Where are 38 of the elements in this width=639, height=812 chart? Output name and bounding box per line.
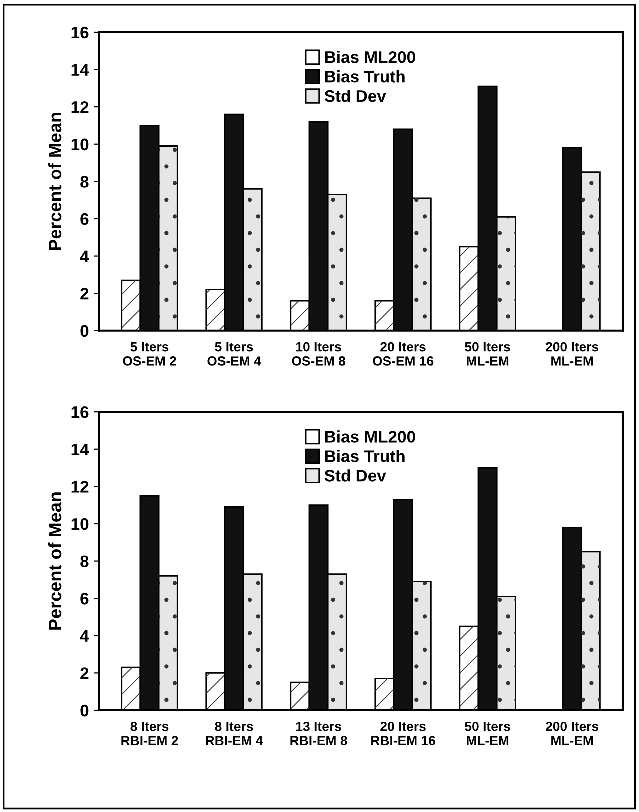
y-tick-label: 2	[80, 668, 89, 680]
legend-label: Std Dev	[324, 470, 386, 482]
legend-label: Std Dev	[324, 90, 386, 102]
y-axis-title: Percent of Mean	[48, 492, 62, 630]
y-tick-label: 4	[80, 630, 90, 642]
y-tick-label: 12	[72, 481, 89, 493]
x-tick-label: 50 Iters ML-EM	[465, 342, 510, 366]
legend-label: Bias ML200	[325, 430, 416, 443]
y-tick-label: 0	[80, 704, 89, 717]
y-tick-label: 12	[72, 101, 89, 114]
y-axis-title: Percent of Mean	[48, 113, 62, 250]
x-tick-label: 20 Iters RBI-EM 16	[372, 722, 436, 746]
y-tick-label: 16	[72, 406, 89, 418]
x-tick-label: 200 Iters ML-EM	[546, 722, 599, 746]
y-tick-label: 4	[80, 250, 90, 262]
y-tick-label: 6	[80, 592, 89, 605]
x-tick-label: 200 Iters ML-EM	[546, 342, 599, 366]
y-tick-label: 14	[72, 444, 90, 456]
x-tick-label: 8 Iters RBI-EM 4	[206, 722, 264, 746]
y-tick-label: 14	[72, 64, 90, 76]
x-tick-label: 13 Iters RBI-EM 8	[290, 722, 348, 746]
x-tick-label: 8 Iters RBI-EM 2	[122, 722, 178, 746]
x-tick-label: 10 Iters OS-EM 8	[292, 342, 346, 366]
y-tick-label: 0	[80, 325, 89, 338]
x-tick-label: 5 Iters OS-EM 2	[123, 342, 176, 366]
y-tick-label: 10	[72, 518, 89, 530]
x-tick-label: 50 Iters ML-EM	[465, 722, 510, 746]
x-tick-label: 20 Iters OS-EM 16	[373, 342, 434, 366]
y-tick-label: 8	[80, 556, 89, 568]
y-tick-label: 8	[80, 176, 89, 188]
y-tick-label: 2	[80, 288, 89, 300]
legend-label: Bias ML200	[325, 51, 416, 64]
y-tick-label: 6	[80, 213, 89, 226]
y-tick-label: 10	[72, 138, 89, 151]
legend-label: Bias Truth	[325, 70, 405, 83]
legend-label: Bias Truth	[325, 450, 405, 462]
x-tick-label: 5 Iters OS-EM 4	[208, 342, 262, 366]
y-tick-label: 16	[72, 26, 89, 39]
